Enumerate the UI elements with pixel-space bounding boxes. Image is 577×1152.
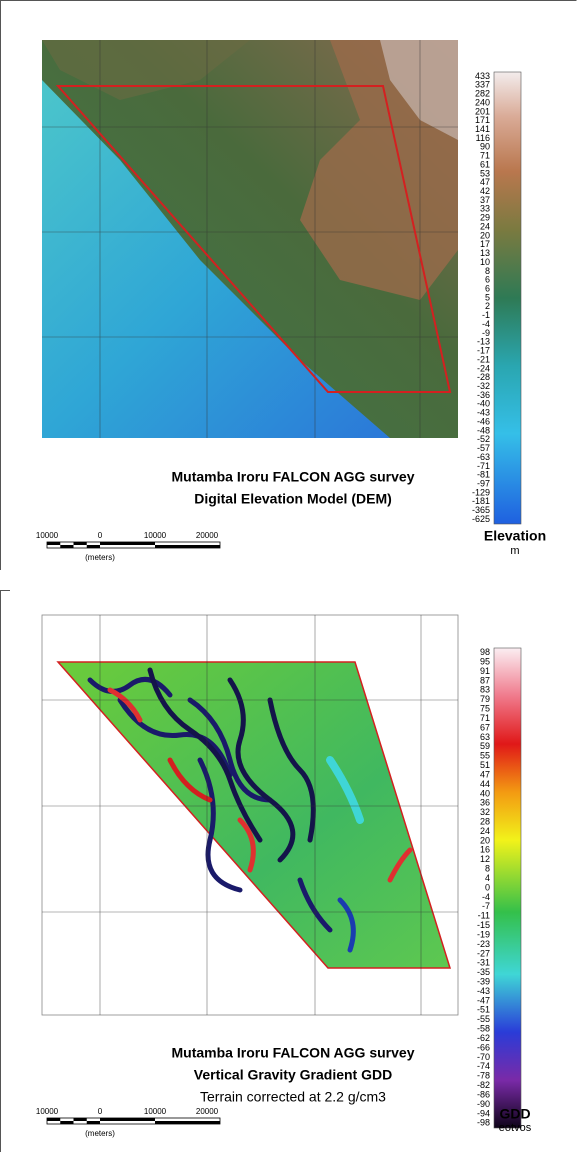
scale-bar <box>155 545 220 548</box>
map-title: Terrain corrected at 2.2 g/cm3 <box>200 1089 386 1105</box>
scale-bar <box>100 1118 155 1121</box>
map-title: Mutamba Iroru FALCON AGG survey <box>172 469 415 485</box>
scale-bar <box>74 1118 87 1121</box>
scale-label: 10000 <box>144 531 167 540</box>
color-bar <box>494 72 521 524</box>
dem-map <box>42 40 458 438</box>
scale-label: 10000 <box>144 1107 167 1116</box>
map-title: Vertical Gravity Gradient GDD <box>194 1067 392 1083</box>
scale-bar <box>74 542 87 545</box>
scale-label: 0 <box>98 1107 103 1116</box>
scale-bar <box>47 542 60 545</box>
scale-label: 10000 <box>36 1107 59 1116</box>
scale-bar <box>60 1121 73 1124</box>
scale-bar <box>87 545 100 548</box>
color-bar <box>494 648 521 1128</box>
scale-unit: (meters) <box>85 553 115 562</box>
legend-title: Elevation <box>484 528 546 544</box>
map-title: Digital Elevation Model (DEM) <box>194 491 392 507</box>
scale-bar <box>155 1121 220 1124</box>
gdd-map <box>42 615 458 1015</box>
scale-label: 20000 <box>196 531 219 540</box>
scale-bar <box>60 545 73 548</box>
scale-bar <box>47 1118 60 1121</box>
color-bar-label: -625 <box>472 514 490 524</box>
scale-unit: (meters) <box>85 1129 115 1138</box>
scale-bar <box>87 1121 100 1124</box>
scale-bar <box>100 542 155 545</box>
color-bar-label: -98 <box>477 1118 490 1128</box>
figure: 4333372822402011711411169071615347423733… <box>0 0 577 1152</box>
legend-unit: m <box>510 545 519 557</box>
scale-label: 0 <box>98 531 103 540</box>
map-title: Mutamba Iroru FALCON AGG survey <box>172 1045 415 1061</box>
legend-unit: eotvos <box>499 1122 532 1134</box>
scale-label: 20000 <box>196 1107 219 1116</box>
scale-label: 10000 <box>36 531 59 540</box>
legend-title: GDD <box>499 1106 530 1122</box>
